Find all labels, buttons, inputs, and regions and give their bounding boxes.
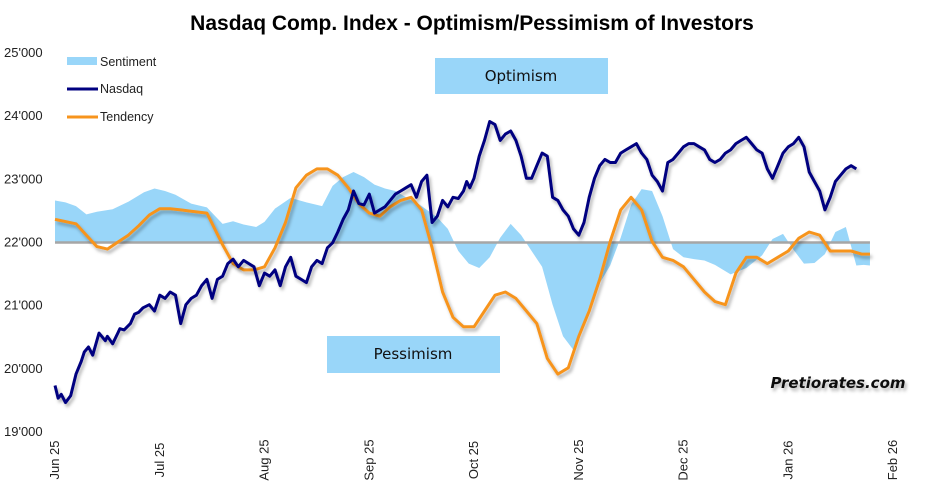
- x-tick-label: Feb 26: [885, 440, 900, 480]
- legend-swatch-sentiment: [67, 57, 97, 65]
- legend-label-nasdaq: Nasdaq: [100, 82, 143, 96]
- x-axis: Jun 25 Jul 25 Aug 25 Sep 25 Oct 25 Nov 25 Dec …: [47, 439, 900, 480]
- x-tick-label: Jan 26: [780, 440, 795, 479]
- legend-item-nasdaq: Nasdaq: [67, 82, 143, 96]
- y-tick-label: 23'000: [4, 171, 43, 186]
- legend-item-sentiment: Sentiment: [67, 55, 157, 69]
- x-tick-label: Dec 25: [676, 439, 691, 480]
- x-tick-label: Jul 25: [152, 443, 167, 478]
- x-tick-label: Jun 25: [47, 440, 62, 479]
- y-tick-label: 22'000: [4, 235, 43, 250]
- chart-title: Nasdaq Comp. Index - Optimism/Pessimism …: [190, 12, 754, 35]
- pessimism-label: Pessimism: [374, 345, 453, 363]
- pessimism-box: [327, 336, 500, 373]
- x-tick-label: Sep 25: [361, 439, 376, 480]
- y-tick-label: 21'000: [4, 298, 43, 313]
- y-tick-label: 24'000: [4, 108, 43, 123]
- sentiment-area: [55, 172, 870, 351]
- legend-item-tendency: Tendency: [67, 110, 154, 124]
- plot-area: [53, 120, 870, 405]
- optimism-box: [435, 58, 608, 94]
- watermark-brand: Pretiorates.com: [770, 374, 905, 392]
- y-tick-label: 19'000: [4, 424, 43, 439]
- x-tick-label: Oct 25: [466, 441, 481, 479]
- optimism-label: Optimism: [485, 67, 558, 85]
- optimism-label-box: Optimism: [435, 58, 608, 94]
- y-axis: 19'000 20'000 21'000 22'000 23'000 24'000 25'0…: [4, 45, 43, 439]
- y-tick-label: 20'000: [4, 361, 43, 376]
- pessimism-label-box: Pessimism: [327, 336, 500, 373]
- nasdaq-line: [53, 120, 858, 405]
- tendency-line: [54, 167, 870, 376]
- legend-label-tendency: Tendency: [100, 110, 154, 124]
- legend: Sentiment Nasdaq Tendency: [67, 55, 157, 124]
- x-tick-label: Aug 25: [257, 439, 272, 480]
- legend-label-sentiment: Sentiment: [100, 55, 157, 69]
- y-tick-label: 25'000: [4, 45, 43, 60]
- x-tick-label: Nov 25: [571, 439, 586, 480]
